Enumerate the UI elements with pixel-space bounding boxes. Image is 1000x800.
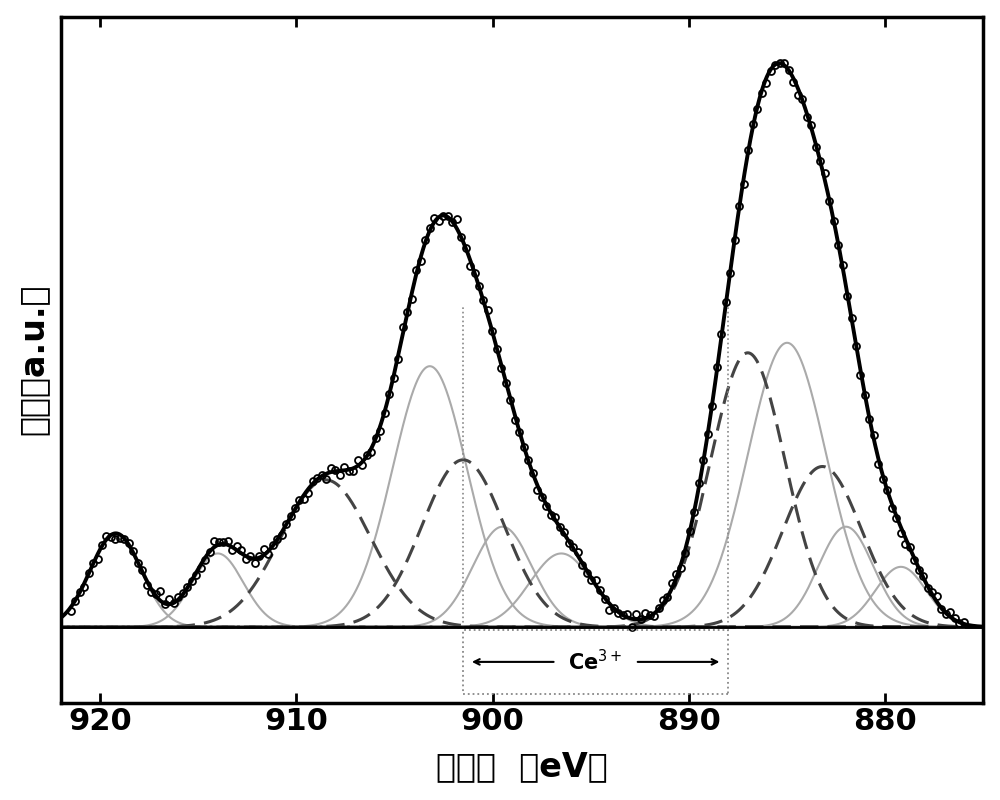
Text: Ce$^{3+}$: Ce$^{3+}$ [568,650,623,674]
X-axis label: 结合能  （eV）: 结合能 （eV） [436,750,608,783]
Y-axis label: 强度（a.u.）: 强度（a.u.） [17,284,50,435]
Bar [463,630,728,694]
